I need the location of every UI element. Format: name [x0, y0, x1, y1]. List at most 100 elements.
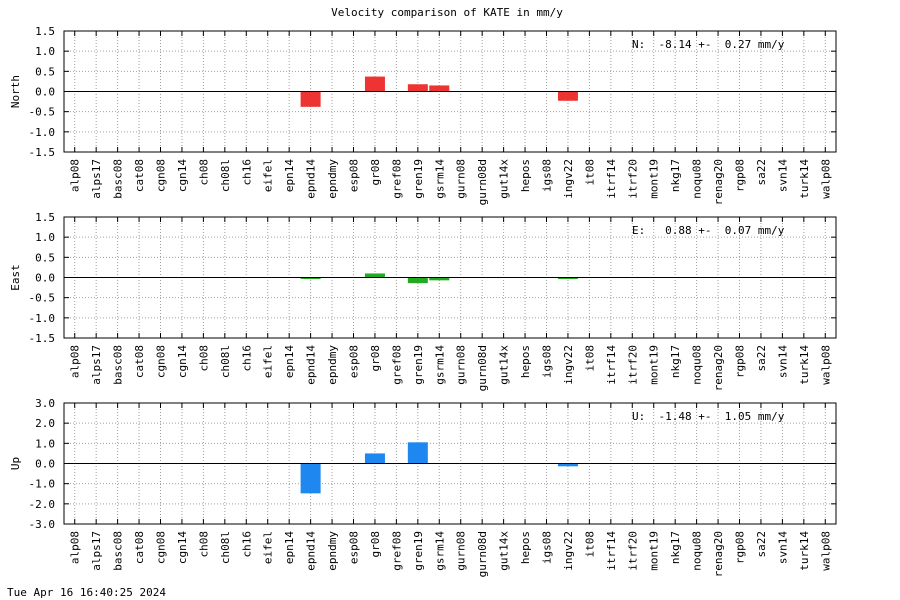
x-tick-label: epnd14 [305, 345, 318, 385]
x-tick-label: gref08 [390, 159, 403, 199]
x-tick-label: gut14x [498, 159, 511, 199]
x-tick-label: itrf14 [605, 159, 618, 199]
x-tick-label: svn14 [776, 345, 789, 378]
x-tick-label: epndmy [326, 531, 339, 571]
y-axis-label: East [9, 264, 22, 291]
bar-epnd14 [300, 463, 321, 494]
x-tick-label: cgn08 [155, 345, 168, 378]
bar-gren19 [407, 84, 428, 92]
y-tick-label: -0.5 [29, 292, 56, 305]
x-tick-label: cat08 [133, 531, 146, 564]
summary-annotation: N: -8.14 +- 0.27 mm/y [632, 38, 785, 51]
x-tick-label: nkg17 [669, 159, 682, 192]
x-tick-label: ch16 [240, 345, 253, 372]
bar-gr08 [364, 76, 385, 92]
y-tick-label: 0.0 [35, 86, 55, 99]
x-tick-label: svn14 [776, 531, 789, 564]
y-tick-label: 0.5 [35, 251, 55, 264]
x-tick-label: it08 [583, 159, 596, 186]
x-tick-label: turk14 [798, 531, 811, 571]
x-tick-label: igs08 [541, 159, 554, 192]
x-tick-label: gurn08 [455, 345, 468, 385]
y-tick-label: 0.5 [35, 65, 55, 78]
x-tick-label: basc08 [112, 345, 125, 385]
x-tick-label: gurn08 [455, 531, 468, 571]
bar-gren19 [407, 277, 428, 284]
summary-annotation: U: -1.48 +- 1.05 mm/y [632, 410, 785, 423]
y-tick-label: 1.5 [35, 211, 55, 224]
x-tick-label: igs08 [541, 345, 554, 378]
x-tick-label: nkg17 [669, 345, 682, 378]
y-tick-label: -1.0 [29, 312, 56, 325]
x-tick-label: epndmy [326, 159, 339, 199]
x-tick-label: hepos [519, 159, 532, 192]
x-tick-label: cat08 [133, 159, 146, 192]
x-tick-label: ingv22 [562, 531, 575, 571]
x-tick-label: rgp08 [734, 159, 747, 192]
x-tick-label: basc08 [112, 531, 125, 571]
x-tick-label: ch08l [219, 531, 232, 564]
x-tick-label: rgp08 [734, 345, 747, 378]
y-tick-label: -1.0 [29, 126, 56, 139]
x-tick-label: ingv22 [562, 159, 575, 199]
bar-epnd14 [300, 277, 321, 279]
bar-ingv22 [557, 277, 578, 279]
x-tick-label: walp08 [819, 531, 832, 571]
x-tick-label: noqu08 [691, 159, 704, 199]
x-tick-label: gut14x [498, 345, 511, 385]
x-tick-label: walp08 [819, 345, 832, 385]
x-tick-label: alp08 [69, 531, 82, 564]
x-tick-label: igs08 [541, 531, 554, 564]
x-tick-label: epnd14 [305, 159, 318, 199]
x-tick-label: gren19 [412, 159, 425, 199]
x-tick-label: eifel [262, 345, 275, 378]
y-axis-label: Up [9, 457, 22, 470]
x-tick-label: hepos [519, 345, 532, 378]
x-tick-label: itrf20 [626, 531, 639, 571]
x-tick-label: gurn08d [476, 345, 489, 391]
y-tick-label: 3.0 [35, 397, 55, 410]
x-tick-label: turk14 [798, 159, 811, 199]
x-tick-label: itrf14 [605, 531, 618, 571]
x-tick-label: noqu08 [691, 345, 704, 385]
x-tick-label: noqu08 [691, 531, 704, 571]
summary-annotation: E: 0.88 +- 0.07 mm/y [632, 224, 785, 237]
x-tick-label: itrf14 [605, 345, 618, 385]
timestamp: Tue Apr 16 16:40:25 2024 [7, 586, 166, 599]
x-tick-label: turk14 [798, 345, 811, 385]
panel-north: 1.5 1.0 0.5 0.0 -0.5 -1.0 -1.5 North N: -8.14 +-… [9, 25, 837, 205]
chart-title: Velocity comparison of KATE in mm/y [331, 6, 563, 19]
x-tick-label: mont19 [648, 345, 661, 385]
x-tick-label: gsrm14 [433, 531, 446, 571]
bar-gr08 [364, 273, 385, 278]
y-tick-label: 1.0 [35, 437, 55, 450]
plot-frame [63, 30, 837, 153]
y-tick-label: 1.0 [35, 231, 55, 244]
y-axis-label: North [9, 75, 22, 108]
x-tick-label: alps17 [90, 345, 103, 385]
bar-ingv22 [557, 91, 578, 101]
x-tick-label: itrf20 [626, 345, 639, 385]
x-tick-label: renag20 [712, 531, 725, 577]
x-tick-label: cgn08 [155, 531, 168, 564]
x-tick-label: mont19 [648, 531, 661, 571]
x-tick-label: gurn08d [476, 531, 489, 577]
x-tick-label: alp08 [69, 159, 82, 192]
x-tick-label: ch16 [240, 159, 253, 186]
x-tick-label: ch08 [197, 159, 210, 186]
x-tick-label: alps17 [90, 531, 103, 571]
bar-epnd14 [300, 91, 321, 107]
x-tick-label: sa22 [755, 159, 768, 186]
x-tick-label: ch08 [197, 531, 210, 558]
x-tick-label: cgn14 [176, 159, 189, 192]
y-tick-label: 0.0 [35, 458, 55, 471]
x-tick-label: gren19 [412, 345, 425, 385]
x-tick-label: gr08 [369, 345, 382, 372]
x-tick-label: itrf20 [626, 159, 639, 199]
y-tick-label: 1.5 [35, 25, 55, 38]
x-tick-label: gref08 [390, 345, 403, 385]
x-tick-label: nkg17 [669, 531, 682, 564]
x-tick-label: renag20 [712, 159, 725, 205]
x-tick-label: epn14 [283, 531, 296, 564]
